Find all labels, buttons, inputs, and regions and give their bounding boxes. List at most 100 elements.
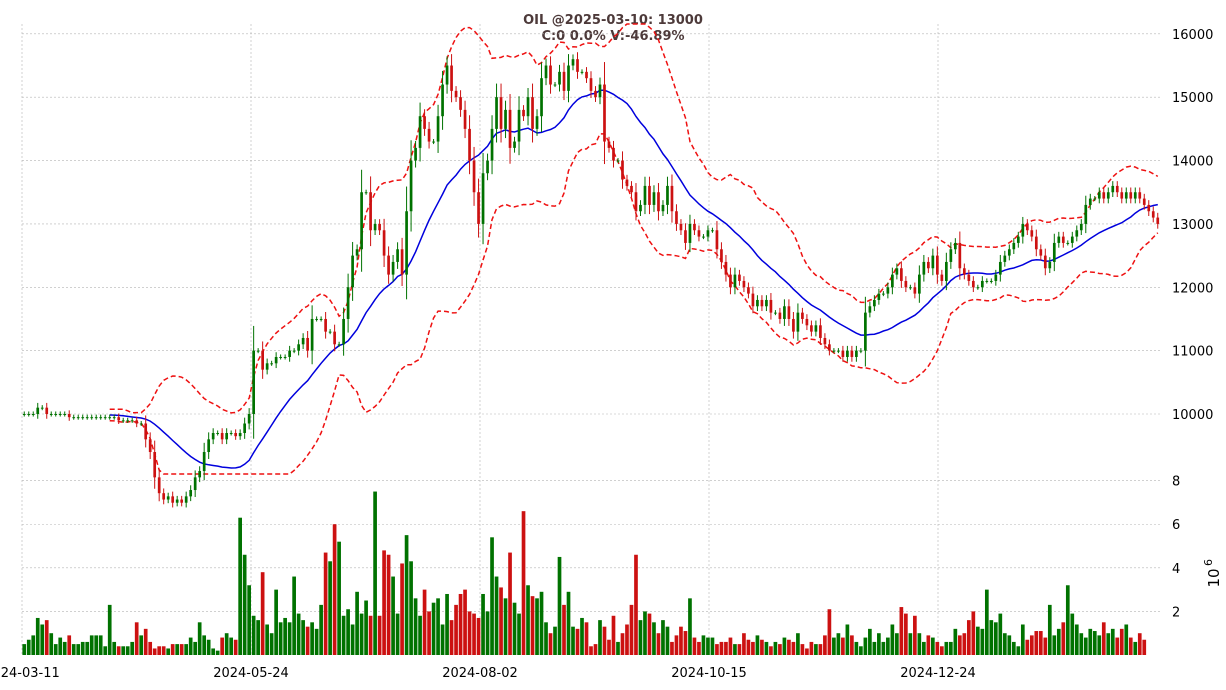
volume-bar [841, 637, 845, 655]
candle-body [625, 179, 629, 186]
volume-bar [139, 635, 144, 655]
volume-bar [521, 511, 526, 655]
volume-bar [791, 641, 796, 655]
volume-bar [1011, 641, 1016, 655]
candle-body [935, 255, 939, 275]
candle-body [526, 97, 530, 117]
candle-body [864, 312, 867, 351]
volume-bar [166, 648, 171, 655]
volume-bar [980, 628, 985, 655]
volume-bar [877, 633, 881, 655]
candle-body [1084, 204, 1088, 224]
volume-bar [1052, 635, 1057, 655]
price-tick-label: 12000 [1172, 281, 1213, 296]
volume-bar [305, 626, 310, 655]
candle-body [117, 417, 121, 421]
volume-bar [283, 617, 287, 655]
candle-body [949, 249, 953, 262]
candle-body [540, 78, 543, 117]
volume-bar [764, 641, 769, 655]
candle-body [391, 261, 395, 275]
volume-bar [566, 591, 571, 655]
candle-body [40, 407, 44, 409]
volume-bar [449, 620, 454, 655]
volume-bar [993, 622, 998, 655]
candle-body [567, 65, 570, 91]
candle-body [387, 255, 390, 275]
volume-bar [1043, 637, 1048, 655]
volume-bar [1092, 631, 1097, 655]
candle-body [328, 331, 332, 333]
volume-bar [688, 598, 692, 655]
volume-bar [647, 613, 652, 655]
candle-body [751, 293, 755, 307]
price-tick-label: 16000 [1172, 28, 1213, 43]
candle-body [1156, 217, 1160, 224]
candle-body [418, 116, 422, 148]
volume-bar [130, 641, 135, 655]
volume-bar [1110, 628, 1115, 655]
candle-body [126, 420, 130, 422]
candle-body [355, 249, 359, 256]
volume-bar [1025, 639, 1030, 655]
candle-body [630, 185, 633, 193]
candle-body [283, 356, 287, 358]
candle-body [1003, 255, 1007, 262]
candle-body [468, 128, 471, 161]
volume-bar [814, 644, 818, 655]
volume-bar [472, 613, 476, 655]
candle-body [180, 499, 184, 503]
volume-bar [638, 620, 643, 655]
candle-body [211, 433, 215, 440]
candle-body [396, 249, 399, 262]
volume-bar [760, 639, 764, 655]
candle-body [243, 423, 247, 434]
volume-bar [454, 604, 458, 655]
candle-body [315, 318, 318, 320]
candle-body [980, 280, 984, 288]
candle-body [486, 160, 489, 174]
candle-body [513, 141, 516, 148]
volume-bar [107, 604, 112, 655]
volume-bar [589, 646, 593, 655]
volume-bar [170, 644, 175, 655]
volume-bar [975, 626, 980, 655]
price-tick-label: 15000 [1172, 91, 1213, 106]
candle-body [445, 65, 449, 85]
volume-bar [769, 646, 773, 655]
volume-bar [404, 535, 409, 655]
volume-tick-label: 6 [1172, 518, 1180, 533]
candle-body [144, 423, 148, 440]
candle-body [639, 204, 642, 212]
volume-bar [845, 624, 850, 655]
candle-body [549, 65, 552, 85]
volume-bar [683, 631, 688, 655]
volume-bar [49, 633, 54, 655]
candle-body [382, 230, 386, 256]
volume-bar [913, 615, 917, 655]
volume-bar [184, 644, 189, 655]
volume-bar [787, 639, 791, 655]
volume-bar [823, 635, 827, 655]
volume-bar [157, 646, 162, 655]
candle-body [490, 128, 494, 161]
date-tick-label: 2024-08-02 [442, 666, 518, 681]
volume-exponent-power: 6 [1202, 559, 1215, 566]
volume-bar [1061, 622, 1066, 655]
volume-bar [859, 646, 863, 655]
volume-tick-label: 4 [1172, 562, 1180, 577]
volume-bar [364, 600, 368, 655]
volume-bar [121, 646, 126, 655]
candle-body [1021, 223, 1025, 237]
candle-body [855, 350, 858, 357]
candle-body [85, 417, 89, 419]
volume-bar [737, 644, 742, 655]
candle-body [162, 493, 166, 500]
candle-body [895, 268, 899, 275]
volume-bar [607, 639, 611, 655]
chart-title: OIL @2025-03-10: 13000 [523, 13, 703, 28]
candle-body [1025, 223, 1029, 231]
volume-bar [1070, 613, 1075, 655]
volume-bar [706, 637, 710, 655]
candle-body [944, 261, 948, 281]
